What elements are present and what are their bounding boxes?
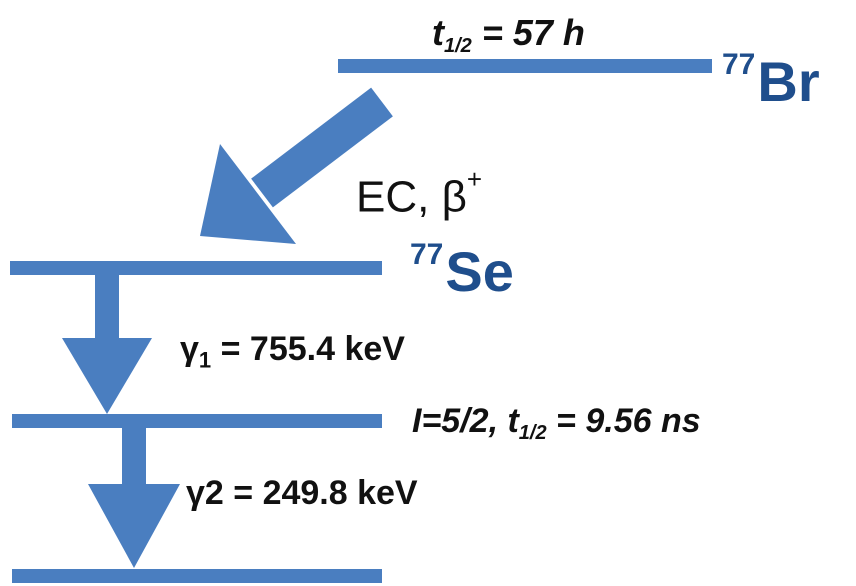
halflife-subscript: 1/2 [444,35,472,57]
gamma2-label: γ2 = 249.8 keV [186,474,418,512]
decay-mode-text: EC, β [356,172,467,222]
gamma1-label: γ1 = 755.4 keV [180,330,405,374]
mass-number: 77 [410,238,444,271]
halflife-symbol: t [507,402,519,440]
gamma1-arrow [62,268,152,414]
br77-halflife-label: t1/2 = 57 h [432,12,585,58]
element-symbol: Br [757,50,820,113]
halflife-value: = 9.56 ns [546,402,701,440]
gamma2-arrow [88,421,180,568]
spin-text: I=5/2, [412,402,508,440]
halflife-symbol: t [432,12,444,53]
halflife-subscript: 1/2 [518,422,547,444]
gamma-symbol: γ [180,330,199,368]
gamma-subscript: 1 [198,347,212,373]
br77-nuclide-label: 77Br [722,48,820,114]
mass-number: 77 [722,48,756,81]
halflife-value: = 57 h [471,12,585,53]
decay-mode-label: EC, β+ [356,164,482,222]
gamma-energy: = 755.4 keV [211,330,405,368]
se77-nuclide-label: 77Se [410,238,514,304]
intermediate-level-label: I=5/2, t1/2 = 9.56 ns [412,402,701,445]
element-symbol: Se [445,240,514,303]
ec-beta-decay-arrow [200,87,393,244]
decay-mode-superscript: + [466,164,483,194]
